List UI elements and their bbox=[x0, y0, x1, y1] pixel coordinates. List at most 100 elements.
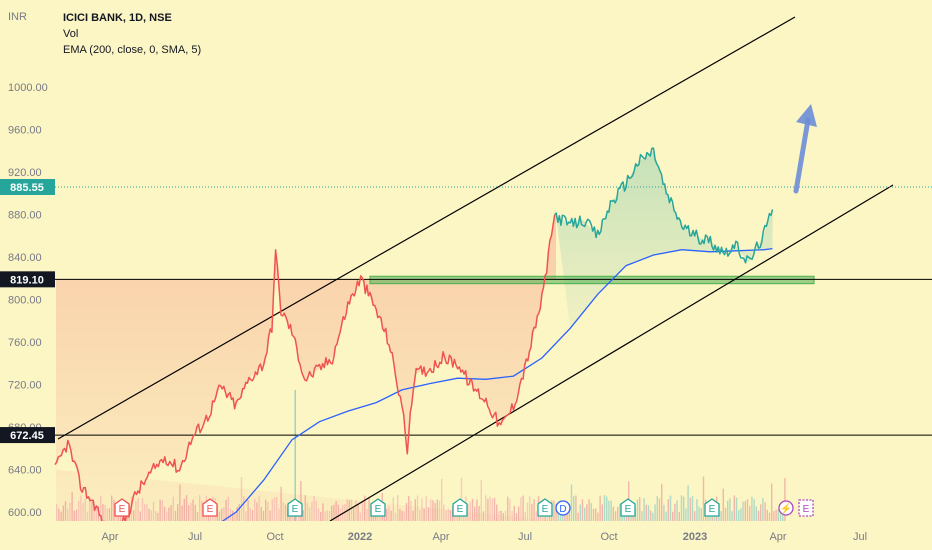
event-marker-shape bbox=[555, 500, 571, 516]
ema-line bbox=[201, 247, 773, 536]
price-badges: 885.55 819.10 672.45 bbox=[0, 179, 55, 444]
volume-bar bbox=[722, 488, 724, 521]
volume-bar bbox=[579, 504, 581, 521]
event-marker-shape bbox=[370, 498, 386, 517]
volume-bar bbox=[617, 506, 619, 521]
volume-bar bbox=[749, 506, 751, 521]
y-tick-label: 800.00 bbox=[8, 295, 42, 307]
volume-bar bbox=[744, 501, 746, 521]
volume-bar bbox=[518, 506, 520, 521]
event-marker-split[interactable]: ⚡ bbox=[778, 500, 794, 516]
event-marker-label: D bbox=[559, 504, 566, 515]
event-markers[interactable]: E E E E E E D E E ⚡ E bbox=[114, 498, 814, 517]
volume-bar bbox=[441, 478, 443, 521]
support-zone[interactable] bbox=[369, 275, 815, 285]
volume-bar bbox=[294, 390, 296, 521]
volume-bar bbox=[590, 503, 592, 521]
volume-bar bbox=[581, 499, 584, 521]
event-marker-up[interactable]: E bbox=[537, 498, 553, 517]
event-marker-up[interactable]: E bbox=[370, 498, 386, 517]
volume-bar bbox=[766, 509, 768, 521]
volume-bar bbox=[522, 495, 524, 521]
volume-bar bbox=[471, 498, 474, 521]
volume-bar bbox=[491, 498, 493, 521]
channel-lower-line bbox=[329, 184, 894, 522]
last-price-badge-bg bbox=[0, 179, 55, 195]
volume-bar bbox=[509, 499, 511, 521]
price-series-up bbox=[554, 147, 774, 264]
volume-bar bbox=[742, 501, 744, 521]
event-marker-up[interactable]: E bbox=[704, 498, 720, 517]
x-tick-label: 2022 bbox=[348, 531, 372, 543]
volume-bar bbox=[650, 510, 652, 521]
volume-bar bbox=[639, 497, 641, 521]
volume-bar bbox=[535, 511, 537, 521]
y-tick-label: 640.00 bbox=[8, 465, 42, 477]
up-area-fill bbox=[556, 151, 773, 329]
trend-arrow[interactable] bbox=[793, 104, 817, 194]
event-marker-shape bbox=[620, 498, 636, 517]
volume-bar bbox=[573, 496, 575, 521]
volume-bar bbox=[733, 495, 735, 521]
event-marker-label: E bbox=[542, 504, 549, 515]
volume-bar bbox=[597, 512, 599, 521]
volume-bar bbox=[575, 495, 577, 521]
x-tick-label: Apr bbox=[101, 531, 118, 543]
y-tick-label: 760.00 bbox=[8, 337, 42, 349]
volume-bar bbox=[689, 497, 691, 521]
volume-bar bbox=[511, 510, 513, 521]
volume-bar bbox=[608, 500, 610, 521]
event-marker-up[interactable]: E bbox=[452, 498, 468, 517]
volume-bar bbox=[658, 498, 661, 521]
volume-bar bbox=[584, 507, 586, 521]
drawing-lines[interactable] bbox=[55, 16, 932, 522]
y-tick-label: 720.00 bbox=[8, 380, 42, 392]
event-marker-up[interactable]: E bbox=[620, 498, 636, 517]
volume-bar bbox=[480, 480, 482, 521]
support-zone-rect bbox=[369, 275, 815, 285]
event-marker-label: E bbox=[803, 504, 810, 515]
channel-upper-line bbox=[57, 16, 796, 440]
volume-bar bbox=[645, 504, 647, 521]
y-tick-label: 1000.00 bbox=[8, 82, 48, 94]
volume-bar bbox=[533, 499, 535, 521]
volume-bar bbox=[698, 506, 700, 521]
ema-legend[interactable]: EMA (200, close, 0, SMA, 5) bbox=[63, 44, 201, 56]
volume-bar bbox=[520, 497, 522, 521]
arrow-head bbox=[796, 104, 817, 127]
x-tick-label: Apr bbox=[769, 531, 786, 543]
event-marker-down[interactable]: E bbox=[202, 498, 218, 517]
symbol-title[interactable]: ICICI BANK, 1D, NSE bbox=[63, 12, 172, 24]
event-marker-shape bbox=[287, 498, 303, 517]
x-tick-label: Oct bbox=[266, 531, 283, 543]
x-tick-label: 2023 bbox=[683, 531, 707, 543]
event-marker-upcoming[interactable]: E bbox=[798, 499, 814, 517]
volume-bar bbox=[577, 512, 579, 521]
volume-bar bbox=[768, 512, 771, 521]
x-tick-label: Jul bbox=[518, 531, 532, 543]
line-badge-lower-bg bbox=[0, 427, 55, 444]
line-badge-lower: 672.45 bbox=[10, 430, 44, 442]
volume-bar bbox=[713, 512, 716, 521]
event-marker-label: E bbox=[292, 504, 299, 515]
event-marker-up[interactable]: E bbox=[287, 498, 303, 517]
volume-bar bbox=[555, 503, 557, 521]
volume-bar bbox=[724, 507, 727, 521]
event-marker-down[interactable]: E bbox=[114, 498, 130, 517]
event-marker-label: E bbox=[709, 504, 716, 515]
y-tick-label: 960.00 bbox=[8, 125, 42, 137]
ema-series-line bbox=[201, 247, 773, 536]
event-marker-label: E bbox=[207, 504, 214, 515]
event-marker-dividend[interactable]: D bbox=[555, 500, 571, 516]
vol-legend[interactable]: Vol bbox=[63, 28, 78, 40]
volume-bar bbox=[485, 495, 487, 521]
event-marker-shape bbox=[202, 498, 218, 517]
event-marker-label: E bbox=[119, 504, 126, 515]
volume-bar bbox=[775, 509, 777, 521]
volume-bar bbox=[610, 500, 612, 521]
volume-bar bbox=[665, 511, 667, 521]
volume-bar bbox=[661, 483, 663, 521]
volume-bar bbox=[641, 511, 643, 521]
